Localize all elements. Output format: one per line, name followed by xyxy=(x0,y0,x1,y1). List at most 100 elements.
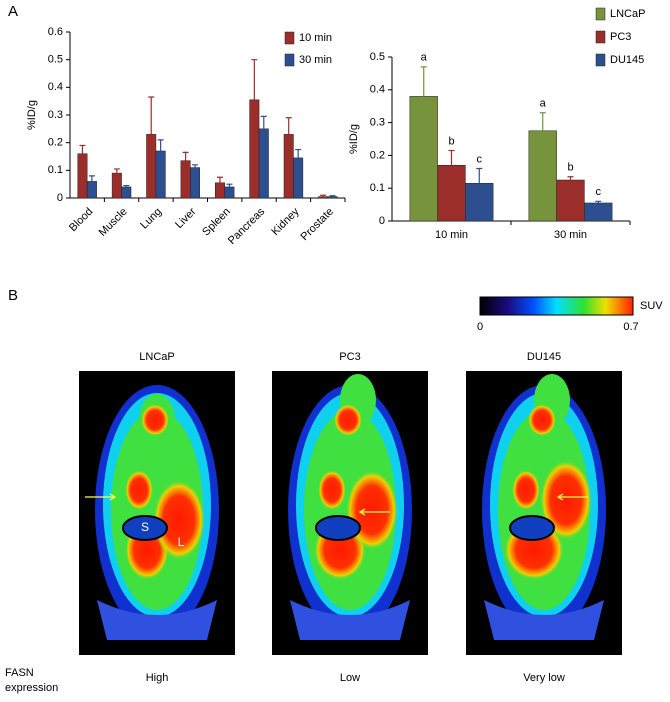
bar xyxy=(190,167,201,199)
feet xyxy=(290,600,410,640)
y-tick-label: 0.1 xyxy=(370,182,385,194)
bar xyxy=(121,186,132,199)
error-bar xyxy=(595,200,602,203)
x-tick-label: Pancreas xyxy=(226,205,268,247)
hot xyxy=(318,470,346,510)
error-bar xyxy=(260,115,267,129)
cavity xyxy=(509,515,555,541)
colorbar-label: SUV xyxy=(640,300,663,312)
arrow xyxy=(358,508,390,516)
bar xyxy=(409,96,438,222)
y-tick-label: 0.4 xyxy=(48,81,63,93)
feet xyxy=(97,600,217,640)
legend-swatch xyxy=(595,53,606,67)
hot xyxy=(153,480,205,560)
cavity xyxy=(315,515,361,541)
error-bar xyxy=(476,167,483,184)
y-tick-label: 0 xyxy=(379,215,385,227)
feet xyxy=(484,600,604,640)
significance-label: c xyxy=(477,153,483,165)
y-tick-label: 0.6 xyxy=(48,26,63,38)
x-tick-label: 30 min xyxy=(554,229,587,241)
bar xyxy=(180,160,191,199)
x-tick-label: Blood xyxy=(67,206,95,234)
row-label: expression xyxy=(5,682,58,694)
legend-swatch xyxy=(595,30,606,44)
error-bar xyxy=(567,176,574,180)
error-bar xyxy=(448,149,455,166)
bar xyxy=(318,196,329,199)
x-tick-label: Liver xyxy=(173,205,199,231)
bar xyxy=(293,157,304,199)
error-bar xyxy=(113,168,120,174)
error-bar xyxy=(148,96,155,135)
significance-label: a xyxy=(540,98,547,110)
bar xyxy=(155,150,166,199)
bar xyxy=(556,179,585,222)
hot xyxy=(141,404,169,436)
legend-swatch xyxy=(595,7,606,21)
significance-label: b xyxy=(448,135,454,147)
error-bar xyxy=(420,66,427,97)
bar xyxy=(146,134,157,199)
error-bar xyxy=(88,175,95,182)
error-bar xyxy=(539,112,546,131)
arrow xyxy=(85,493,117,501)
legend-label: PC3 xyxy=(610,31,631,43)
error-bar xyxy=(320,194,327,197)
error-bar xyxy=(226,183,233,187)
bar xyxy=(224,186,235,199)
x-tick-label: Prostate xyxy=(299,206,336,243)
cavity xyxy=(122,515,168,541)
y-tick-label: 0.3 xyxy=(370,117,385,129)
pet-body xyxy=(95,385,219,640)
x-tick-label: Lung xyxy=(138,206,164,232)
y-tick-label: 0.2 xyxy=(370,149,385,161)
colorbar-max: 0.7 xyxy=(623,321,638,333)
y-axis-label: %ID/g xyxy=(26,100,38,130)
legend-label: 10 min xyxy=(299,32,332,44)
expression-level: Very low xyxy=(523,672,565,684)
error-bar xyxy=(295,148,302,158)
pet-body xyxy=(288,374,412,640)
legend-label: LNCaP xyxy=(610,8,645,20)
bar xyxy=(77,153,88,199)
error-bar xyxy=(79,144,86,154)
bar xyxy=(111,172,122,199)
significance-label: c xyxy=(596,186,602,198)
error-bar xyxy=(251,59,258,100)
colorbar-min: 0 xyxy=(477,321,483,333)
y-tick-label: 0.2 xyxy=(48,137,63,149)
hot xyxy=(540,460,592,540)
expression-level: High xyxy=(146,672,169,684)
organ-label: L xyxy=(178,535,185,549)
bar xyxy=(86,181,97,199)
bar xyxy=(214,182,225,199)
x-tick-label: 10 min xyxy=(435,229,468,241)
error-bar xyxy=(216,176,223,183)
bar xyxy=(249,99,260,199)
bar xyxy=(327,196,338,199)
legend-swatch xyxy=(284,53,295,67)
significance-label: b xyxy=(567,162,573,174)
y-tick-label: 0.4 xyxy=(370,84,385,96)
bar xyxy=(584,202,613,222)
bar xyxy=(528,130,557,222)
y-tick-label: 0 xyxy=(57,192,63,204)
x-tick-label: Kidney xyxy=(269,205,302,238)
y-axis-label: %ID/g xyxy=(348,124,360,154)
panel-label: B xyxy=(8,287,18,304)
error-bar xyxy=(329,195,336,197)
image-title: LNCaP xyxy=(139,351,174,363)
error-bar xyxy=(123,184,130,187)
image-title: PC3 xyxy=(339,351,360,363)
x-tick-label: Spleen xyxy=(200,206,233,239)
hot xyxy=(125,470,153,510)
organ-label: S xyxy=(141,520,149,534)
error-bar xyxy=(157,139,164,151)
colorbar xyxy=(479,296,634,316)
pet-body xyxy=(482,374,606,640)
hot xyxy=(512,470,540,510)
arrow xyxy=(556,493,588,501)
